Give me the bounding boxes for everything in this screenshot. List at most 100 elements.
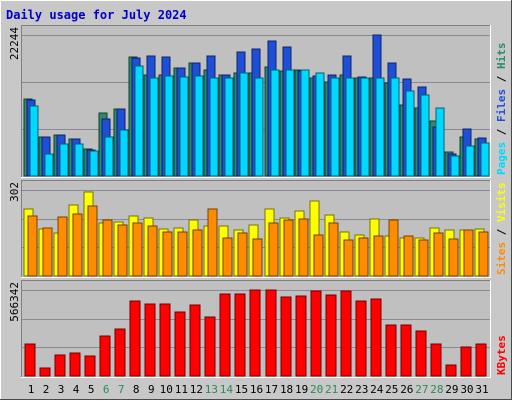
bar-pages-day-1: [29, 105, 39, 177]
bar-kbytes-day-8: [129, 300, 141, 377]
bar-sites-day-29: [448, 238, 459, 277]
side-legend: KBytes: [495, 335, 508, 375]
bar-kbytes-day-6: [99, 335, 111, 377]
bar-kbytes-day-26: [400, 324, 412, 377]
y-max-label: 302: [8, 182, 21, 202]
bar-kbytes-day-21: [325, 294, 337, 377]
bar-kbytes-day-24: [370, 298, 382, 377]
bar-pages-day-6: [104, 136, 114, 177]
day-label-14: 14: [220, 383, 234, 396]
chart-title: Daily usage for July 2024: [6, 8, 187, 22]
legend-files: Files: [495, 89, 508, 122]
bar-kbytes-day-7: [114, 328, 126, 377]
bar-kbytes-day-11: [174, 311, 186, 377]
bar-kbytes-day-4: [69, 352, 81, 377]
y-max-label: 566342: [8, 282, 21, 322]
day-label-27: 27: [415, 383, 428, 396]
legend-separator: /: [495, 122, 508, 142]
bar-pages-day-2: [44, 153, 54, 177]
bar-pages-day-9: [149, 77, 159, 177]
bar-sites-day-16: [252, 238, 263, 277]
day-label-6: 6: [103, 383, 110, 396]
bar-sites-day-9: [147, 225, 158, 277]
bar-sites-day-27: [418, 239, 429, 277]
bar-sites-day-24: [373, 235, 384, 277]
bar-kbytes-day-31: [475, 343, 487, 377]
bar-sites-day-2: [42, 227, 53, 277]
bar-kbytes-day-9: [144, 303, 156, 377]
side-legend: Pages / Files / Hits: [495, 43, 508, 176]
day-label-31: 31: [475, 383, 488, 396]
day-label-4: 4: [73, 383, 80, 396]
bar-sites-day-14: [222, 237, 233, 277]
bar-kbytes-day-20: [310, 290, 322, 377]
bar-sites-day-10: [162, 231, 173, 277]
bar-kbytes-day-2: [39, 367, 51, 377]
day-label-10: 10: [160, 383, 173, 396]
bar-pages-day-7: [119, 129, 129, 177]
bar-sites-day-31: [478, 231, 489, 277]
bar-sites-day-19: [298, 218, 309, 277]
bar-kbytes-day-3: [54, 354, 66, 377]
legend-sites: Sites: [495, 242, 508, 275]
day-label-25: 25: [385, 383, 398, 396]
bar-pages-day-25: [390, 77, 400, 177]
bar-kbytes-day-19: [295, 295, 307, 377]
bar-kbytes-day-22: [340, 290, 352, 377]
day-label-24: 24: [370, 383, 384, 396]
bar-sites-day-8: [132, 222, 143, 277]
bar-pages-day-27: [420, 94, 430, 177]
bar-pages-day-24: [375, 77, 385, 177]
legend-hits: Hits: [495, 43, 508, 70]
bar-sites-day-22: [343, 239, 354, 277]
day-label-21: 21: [325, 383, 338, 396]
bar-pages-day-4: [74, 143, 84, 177]
bar-pages-day-12: [194, 75, 204, 177]
bar-pages-day-11: [179, 76, 189, 177]
day-label-1: 1: [28, 383, 35, 396]
bar-pages-day-10: [164, 75, 174, 177]
day-label-11: 11: [175, 383, 188, 396]
bar-kbytes-day-27: [415, 330, 427, 377]
bar-sites-day-17: [268, 222, 279, 277]
bar-pages-day-3: [59, 143, 69, 177]
bar-sites-day-3: [57, 216, 68, 277]
bar-sites-day-20: [313, 234, 324, 277]
legend-separator: /: [495, 69, 508, 89]
bar-sites-day-11: [177, 231, 188, 277]
bar-kbytes-day-28: [430, 343, 442, 377]
bar-kbytes-day-10: [159, 303, 171, 377]
legend-visits: Visits: [495, 182, 508, 222]
day-label-12: 12: [190, 383, 203, 396]
day-label-23: 23: [355, 383, 368, 396]
panel-top: 22244 Pages / Files / Hits: [8, 25, 508, 178]
bar-kbytes-day-23: [355, 300, 367, 377]
day-label-30: 30: [460, 383, 473, 396]
day-label-19: 19: [295, 383, 308, 396]
bar-pages-day-16: [254, 77, 264, 177]
bar-kbytes-day-12: [189, 304, 201, 377]
bar-pages-day-29: [450, 155, 460, 177]
bar-sites-day-7: [117, 224, 128, 277]
bar-pages-day-18: [285, 69, 295, 177]
bar-pages-day-13: [209, 77, 219, 177]
bar-kbytes-day-14: [219, 293, 231, 377]
day-label-5: 5: [88, 383, 95, 396]
bar-sites-day-28: [433, 232, 444, 277]
bar-kbytes-day-13: [204, 316, 216, 377]
bar-pages-day-15: [239, 72, 249, 177]
bar-sites-day-12: [192, 229, 203, 277]
bar-sites-day-30: [463, 229, 474, 277]
legend-kbytes: KBytes: [495, 335, 508, 375]
bar-pages-day-31: [480, 142, 490, 177]
day-label-9: 9: [148, 383, 155, 396]
bar-pages-day-22: [345, 77, 355, 177]
bar-kbytes-day-17: [265, 289, 277, 377]
bar-sites-day-1: [27, 215, 38, 277]
bar-sites-day-6: [102, 219, 113, 277]
bar-kbytes-day-18: [280, 296, 292, 377]
bar-kbytes-day-15: [234, 293, 246, 377]
bar-pages-day-28: [435, 107, 445, 177]
day-label-22: 22: [340, 383, 353, 396]
